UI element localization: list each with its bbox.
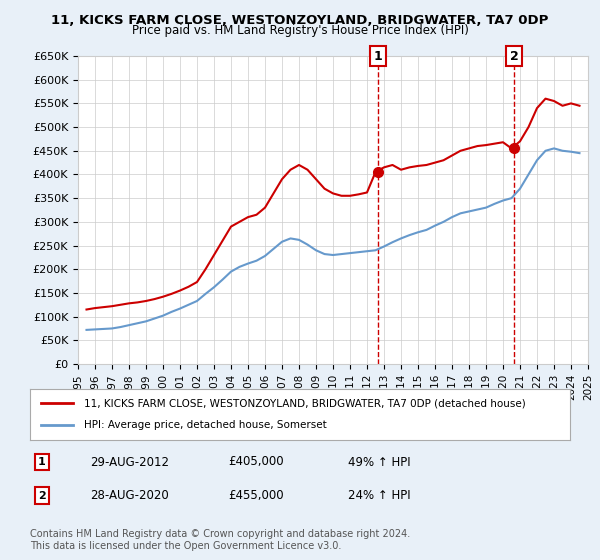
Text: £405,000: £405,000 [228, 455, 284, 469]
Text: 11, KICKS FARM CLOSE, WESTONZOYLAND, BRIDGWATER, TA7 0DP (detached house): 11, KICKS FARM CLOSE, WESTONZOYLAND, BRI… [84, 398, 526, 408]
Text: 1: 1 [374, 49, 383, 63]
Text: 2: 2 [510, 49, 519, 63]
Text: £455,000: £455,000 [228, 489, 284, 502]
Text: 24% ↑ HPI: 24% ↑ HPI [348, 489, 410, 502]
Text: 11, KICKS FARM CLOSE, WESTONZOYLAND, BRIDGWATER, TA7 0DP: 11, KICKS FARM CLOSE, WESTONZOYLAND, BRI… [52, 14, 548, 27]
Text: 1: 1 [38, 457, 46, 467]
Text: Contains HM Land Registry data © Crown copyright and database right 2024.
This d: Contains HM Land Registry data © Crown c… [30, 529, 410, 551]
Text: 29-AUG-2012: 29-AUG-2012 [90, 455, 169, 469]
Text: 49% ↑ HPI: 49% ↑ HPI [348, 455, 410, 469]
Text: 28-AUG-2020: 28-AUG-2020 [90, 489, 169, 502]
Text: Price paid vs. HM Land Registry's House Price Index (HPI): Price paid vs. HM Land Registry's House … [131, 24, 469, 37]
Text: 2: 2 [38, 491, 46, 501]
Text: HPI: Average price, detached house, Somerset: HPI: Average price, detached house, Some… [84, 421, 327, 431]
